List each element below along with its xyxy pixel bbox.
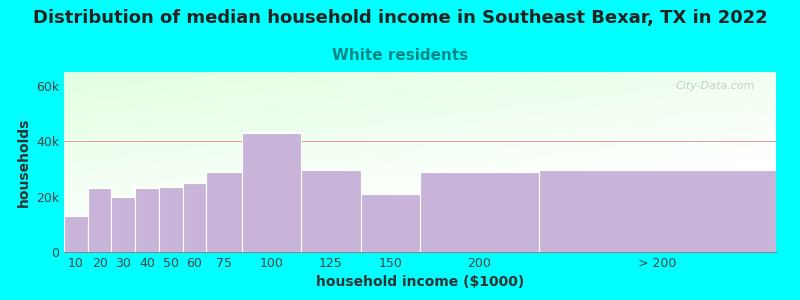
Text: Distribution of median household income in Southeast Bexar, TX in 2022: Distribution of median household income … xyxy=(33,9,767,27)
Bar xyxy=(111,196,135,252)
Bar xyxy=(206,172,242,252)
Bar xyxy=(135,188,159,252)
Text: City-Data.com: City-Data.com xyxy=(675,81,754,91)
Bar xyxy=(420,172,538,252)
Bar xyxy=(302,170,361,252)
Bar xyxy=(361,194,420,252)
X-axis label: household income ($1000): household income ($1000) xyxy=(316,275,524,290)
Bar xyxy=(538,170,776,252)
Bar xyxy=(159,187,182,252)
Bar xyxy=(182,183,206,252)
Text: White residents: White residents xyxy=(332,48,468,63)
Y-axis label: households: households xyxy=(17,117,30,207)
Bar xyxy=(64,216,88,252)
Bar xyxy=(242,133,302,252)
Bar xyxy=(88,188,111,252)
